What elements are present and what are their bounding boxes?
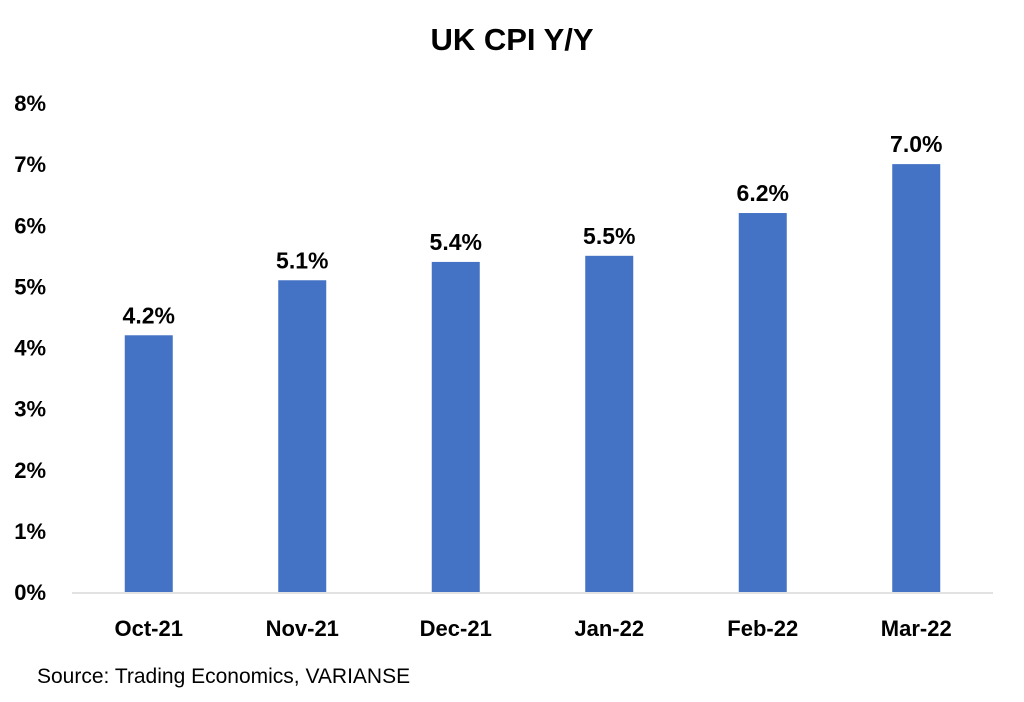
data-label: 5.5% [583, 223, 635, 249]
x-axis-labels: Oct-21 Nov-21 Dec-21 Jan-22 Feb-22 Mar-22 [115, 616, 952, 641]
y-tick-label: 5% [14, 274, 46, 299]
data-label: 5.1% [276, 247, 328, 273]
x-tick-label: Jan-22 [574, 616, 644, 641]
bar-jan-22 [585, 255, 634, 592]
source-note: Source: Trading Economics, VARIANSE [37, 665, 411, 688]
y-tick-label: 3% [14, 397, 46, 422]
bar-series [124, 164, 941, 592]
data-label: 6.2% [737, 180, 789, 206]
bar-mar-22 [892, 164, 941, 592]
y-tick-label: 1% [14, 519, 46, 544]
y-tick-label: 8% [14, 91, 46, 116]
y-tick-label: 6% [14, 213, 46, 238]
data-label: 7.0% [890, 131, 942, 157]
bar-oct-21 [124, 335, 173, 592]
x-tick-label: Mar-22 [881, 616, 952, 641]
x-tick-label: Feb-22 [727, 616, 798, 641]
x-tick-label: Dec-21 [420, 616, 492, 641]
x-tick-label: Oct-21 [115, 616, 183, 641]
data-labels: 4.2% 5.1% 5.4% 5.5% 6.2% 7.0% [123, 131, 943, 328]
chart-title: UK CPI Y/Y [430, 22, 594, 57]
y-axis-ticks: 0% 1% 2% 3% 4% 5% 6% 7% 8% [14, 91, 46, 605]
y-tick-label: 7% [14, 152, 46, 177]
y-tick-label: 4% [14, 336, 46, 361]
bar-feb-22 [738, 213, 787, 592]
y-tick-label: 2% [14, 458, 46, 483]
data-label: 5.4% [430, 229, 482, 255]
bar-nov-21 [278, 280, 327, 592]
x-tick-label: Nov-21 [266, 616, 339, 641]
bar-dec-21 [431, 261, 480, 592]
y-tick-label: 0% [14, 580, 46, 605]
data-label: 4.2% [123, 302, 175, 328]
